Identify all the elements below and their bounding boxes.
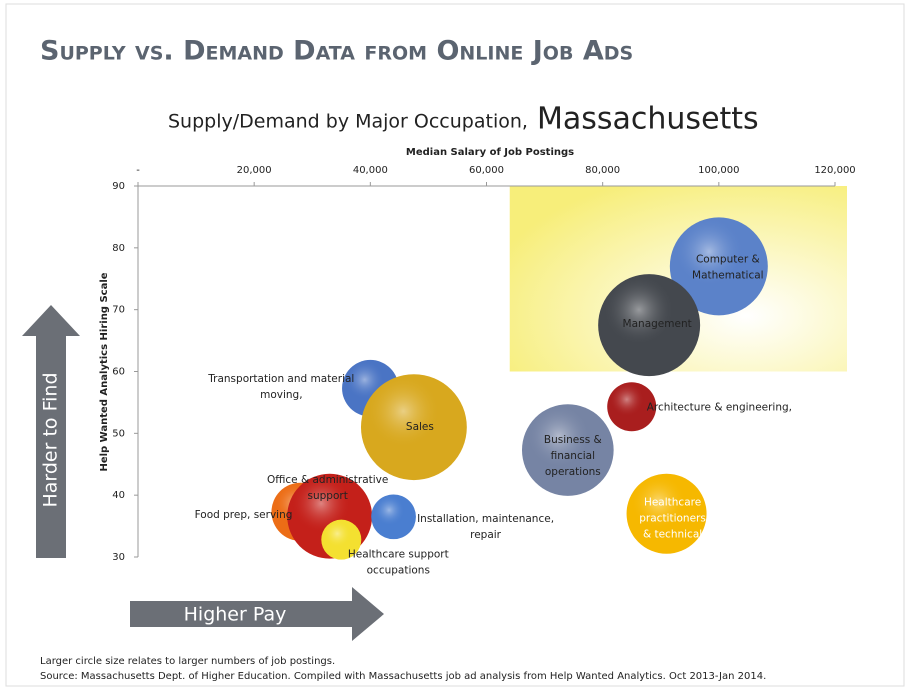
- bubble-label: Healthcare support: [348, 549, 449, 561]
- x-tick-label: 100,000: [698, 165, 739, 176]
- x-tick-label: -: [136, 165, 140, 176]
- bubble-label: & technical: [643, 529, 702, 541]
- bubble-label: financial: [551, 450, 595, 462]
- y-tick-label: 30: [112, 552, 125, 563]
- x-tick-label: 80,000: [585, 165, 620, 176]
- chart-title: Supply/Demand by Major Occupation,: [168, 111, 528, 133]
- arrow-up: [22, 305, 80, 558]
- bubble-shine: [521, 404, 614, 496]
- bubble-label: Installation, maintenance,: [417, 513, 554, 525]
- bubble-shine: [598, 274, 701, 377]
- y-tick-label: 70: [112, 305, 125, 316]
- arrow-x-label: Higher Pay: [184, 604, 287, 626]
- bubble-label: moving,: [260, 389, 302, 401]
- bubble-label: practitioners: [639, 513, 706, 525]
- y-tick-label: 60: [112, 367, 125, 378]
- bubble-label: Mathematical: [692, 269, 764, 281]
- bubble-shine: [607, 382, 657, 432]
- bubble-label: support: [308, 490, 348, 502]
- note: Source: Massachusetts Dept. of Higher Ed…: [40, 671, 766, 682]
- y-tick-label: 90: [112, 181, 125, 192]
- y-tick-label: 40: [112, 490, 125, 501]
- page-title: Supply vs. Demand Data from Online Job A…: [40, 36, 633, 67]
- x-tick-label: 60,000: [469, 165, 504, 176]
- x-tick-label: 20,000: [237, 165, 272, 176]
- bubble-label: Computer &: [696, 253, 760, 265]
- x-tick-label: 120,000: [814, 165, 855, 176]
- y-axis-label: Help Wanted Analytics Hiring Scale: [99, 272, 110, 471]
- bubble-label: operations: [545, 466, 601, 478]
- bubble-label: Healthcare: [644, 497, 701, 509]
- arrow-y-label: Harder to Find: [40, 372, 62, 507]
- bubble-shine: [626, 473, 707, 554]
- bubble-label: Food prep, serving: [195, 509, 293, 521]
- bubble-label: Sales: [406, 421, 434, 433]
- y-tick-label: 80: [112, 243, 125, 254]
- bubble-label: Architecture & engineering,: [647, 402, 792, 414]
- bubble-label: repair: [470, 529, 502, 541]
- bubble-label: Transportation and material: [207, 373, 354, 385]
- chart-title-region: Massachusetts: [537, 102, 759, 137]
- x-tick-label: 40,000: [353, 165, 388, 176]
- x-axis-label: Median Salary of Job Postings: [406, 147, 574, 158]
- bubble-shine: [321, 519, 362, 560]
- bubble-label: Office & administrative: [267, 474, 388, 486]
- bubble-shine: [371, 494, 416, 540]
- bubble-shine: [669, 217, 768, 316]
- bubble-label: occupations: [367, 565, 430, 577]
- arrow-right: [130, 587, 384, 641]
- y-tick-label: 50: [112, 428, 125, 439]
- note: Larger circle size relates to larger num…: [40, 656, 335, 667]
- bubble-label: Business &: [544, 434, 602, 446]
- bubble-shine: [360, 374, 467, 481]
- bubble-label: Management: [623, 318, 692, 330]
